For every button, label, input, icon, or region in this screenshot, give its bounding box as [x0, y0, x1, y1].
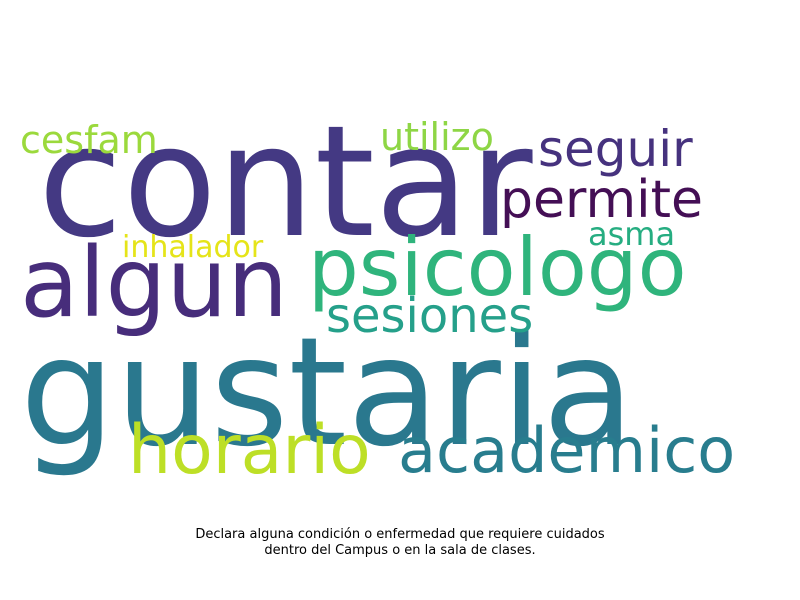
word-sesiones: sesiones: [326, 288, 534, 344]
word-asma: asma: [588, 215, 676, 253]
word-contar: contar: [38, 93, 533, 272]
caption: Declara alguna condición o enfermedad qu…: [0, 527, 800, 559]
word-academico: academico: [398, 414, 736, 487]
word-algun: algun: [20, 227, 289, 339]
word-inhalador: inhalador: [122, 230, 264, 265]
caption-line-2: dentro del Campus o en la sala de clases…: [264, 543, 536, 558]
word-seguir: seguir: [538, 120, 693, 178]
word-horario: horario: [128, 411, 371, 490]
word-cesfam: cesfam: [20, 118, 158, 162]
word-gustaria: gustaria: [20, 306, 635, 480]
word-utilizo: utilizo: [380, 115, 494, 159]
caption-line-1: Declara alguna condición o enfermedad qu…: [195, 527, 605, 542]
word-permite: permite: [500, 170, 703, 230]
word-cloud: contar gustaria algun psicologo horario …: [20, 93, 736, 490]
word-psicologo: psicologo: [308, 221, 687, 314]
